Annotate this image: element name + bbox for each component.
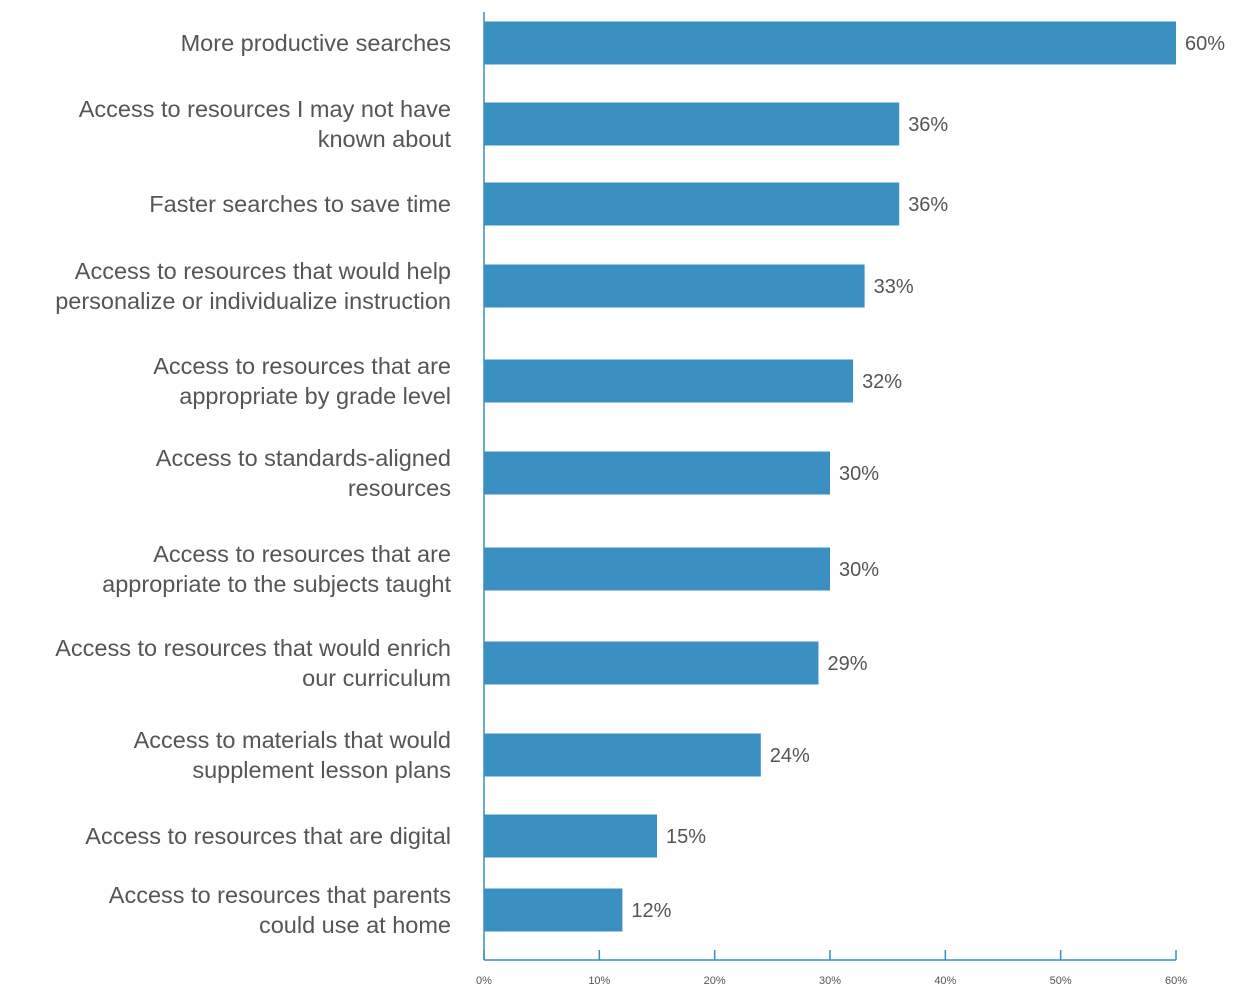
- category-label-line: personalize or individualize instruction: [55, 288, 451, 314]
- bar: [484, 641, 819, 685]
- bar: [484, 814, 657, 858]
- value-label: 30%: [839, 463, 879, 485]
- category-label: Access to resources that are digital: [85, 823, 451, 849]
- category-label-line: Access to materials that would: [134, 727, 451, 753]
- category-label-line: Faster searches to save time: [149, 191, 451, 217]
- bar: [484, 451, 830, 495]
- category-label: More productive searches: [181, 30, 451, 56]
- category-label-line: our curriculum: [302, 665, 451, 691]
- category-label: Faster searches to save time: [149, 191, 451, 217]
- category-label-line: Access to standards-aligned: [156, 445, 451, 471]
- category-label: Access to materials that would supplement…: [134, 727, 451, 783]
- x-tick-label: 20%: [704, 975, 726, 986]
- bar: [484, 359, 854, 403]
- x-tick-label: 10%: [588, 975, 610, 986]
- category-label: Access to resources that would enrich our…: [55, 635, 451, 691]
- bars: [484, 21, 1176, 932]
- category-label: Access to resources that would help perso…: [55, 258, 451, 314]
- category-label-line: Access to resources that would help: [75, 258, 451, 284]
- value-label: 33%: [874, 276, 914, 298]
- x-tick-label: 40%: [934, 975, 956, 986]
- value-label: 12%: [631, 900, 671, 922]
- category-label-line: resources: [348, 475, 451, 501]
- value-label: 36%: [908, 114, 948, 136]
- category-label: Access to resources I may not have known …: [79, 96, 452, 152]
- category-label-line: Access to resources that are digital: [85, 823, 451, 849]
- category-label-line: More productive searches: [181, 30, 451, 56]
- bar: [484, 21, 1176, 65]
- x-tick-label: 0%: [476, 975, 492, 986]
- value-label: 36%: [908, 194, 948, 216]
- category-label-line: Access to resources that parents: [109, 882, 451, 908]
- bar: [484, 182, 900, 226]
- category-label-line: appropriate to the subjects taught: [102, 571, 451, 597]
- bar: [484, 102, 900, 146]
- category-label-line: Access to resources I may not have: [79, 96, 451, 122]
- category-label-line: supplement lesson plans: [192, 757, 451, 783]
- category-label-line: Access to resources that are: [153, 353, 451, 379]
- value-label: 24%: [770, 745, 810, 767]
- bar: [484, 733, 761, 777]
- bar: [484, 264, 865, 308]
- category-label-line: known about: [318, 126, 452, 152]
- category-label-line: Access to resources that are: [153, 541, 451, 567]
- category-label: Access to resources that are appropriate …: [102, 541, 451, 597]
- bar: [484, 547, 830, 591]
- x-tick-label: 30%: [819, 975, 841, 986]
- category-label: Access to resources that are appropriate …: [153, 353, 451, 409]
- value-labels: 60% 36% 36% 33% 32% 30% 30% 29% 24% 15% 12%: [631, 33, 1225, 922]
- category-label: Access to standards-aligned resources: [156, 445, 451, 501]
- category-label: Access to resources that parents could us…: [109, 882, 451, 938]
- value-label: 60%: [1185, 33, 1225, 55]
- value-label: 15%: [666, 826, 706, 848]
- value-label: 32%: [862, 371, 902, 393]
- x-tick-label: 60%: [1165, 975, 1187, 986]
- category-label-line: could use at home: [259, 912, 451, 938]
- bar: [484, 888, 623, 932]
- x-tick-label: 50%: [1050, 975, 1072, 986]
- x-axis-ticks: 0% 10% 20% 30% 40% 50% 60%: [476, 950, 1187, 986]
- value-label: 30%: [839, 559, 879, 581]
- category-label-line: appropriate by grade level: [179, 383, 451, 409]
- category-labels: More productive searches Access to resour…: [55, 30, 451, 938]
- value-label: 29%: [827, 653, 867, 675]
- category-label-line: Access to resources that would enrich: [55, 635, 451, 661]
